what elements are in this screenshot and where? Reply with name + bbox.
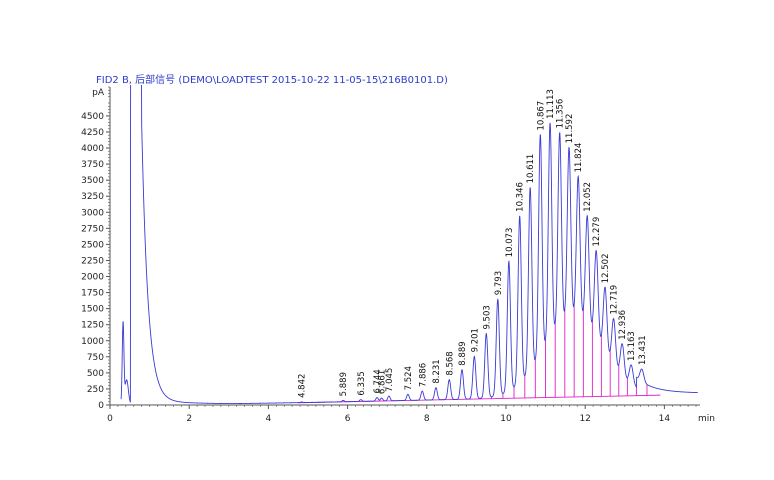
y-tick-label: 250 (87, 385, 104, 395)
peak-label: 9.793 (494, 271, 504, 295)
peak-label: 10.073 (505, 228, 515, 258)
y-tick-label: 0 (98, 401, 104, 411)
peak-label: 11.356 (556, 99, 566, 129)
peak-label: 9.503 (482, 305, 492, 329)
peak-label: 11.113 (546, 89, 556, 119)
x-axis-label: min (698, 414, 715, 424)
peak-label: 6.744 (373, 369, 383, 393)
y-tick-label: 4500 (81, 112, 104, 122)
y-tick-label: 2250 (81, 256, 104, 266)
x-tick-label: 8 (424, 414, 430, 424)
peak-label: 9.201 (470, 328, 480, 352)
x-tick-label: 0 (107, 414, 113, 424)
peak-label: 4.842 (298, 374, 308, 398)
x-tick-label: 6 (345, 414, 351, 424)
peak-label: 13.431 (638, 335, 648, 365)
peak-label: 7.045 (385, 368, 395, 392)
y-tick-label: 2500 (81, 240, 104, 250)
signal-trace (120, 85, 698, 405)
baseline-layer (298, 304, 661, 404)
peak-label: 13.163 (627, 331, 637, 361)
peak-label: 7.524 (404, 366, 414, 390)
y-tick-label: 1750 (81, 289, 104, 299)
y-tick-label: 3250 (81, 192, 104, 202)
peak-label: 8.889 (458, 341, 468, 365)
peak-label: 11.592 (565, 114, 575, 144)
y-tick-label: 3500 (81, 176, 104, 186)
peak-label: 10.346 (516, 182, 526, 212)
y-tick-label: 500 (87, 369, 104, 379)
peak-label: 6.861 (378, 370, 388, 394)
peak-label: 6.335 (357, 371, 367, 395)
peak-label: 12.052 (583, 182, 593, 212)
y-tick-label: 1000 (81, 337, 104, 347)
y-tick-label: 1250 (81, 321, 104, 331)
y-tick-label: 3750 (81, 160, 104, 170)
peak-label: 12.279 (592, 217, 602, 247)
x-tick-label: 14 (659, 414, 671, 424)
peak-label: 12.719 (610, 285, 620, 315)
y-tick-label: 2000 (81, 273, 104, 283)
x-tick-label: 2 (186, 414, 192, 424)
x-tick-label: 10 (500, 414, 512, 424)
peak-label: 8.231 (432, 359, 442, 383)
y-tick-label: 4000 (81, 144, 104, 154)
x-tick-label: 4 (266, 414, 272, 424)
y-tick-label: 2750 (81, 224, 104, 234)
y-tick-label: 4250 (81, 128, 104, 138)
peak-label: 11.824 (574, 143, 584, 173)
peak-label: 12.936 (618, 310, 628, 340)
peak-label: 10.867 (536, 101, 546, 131)
y-axis-label: pA (92, 88, 105, 98)
x-tick-label: 12 (579, 414, 590, 424)
chart-title: FID2 B, 后部信号 (DEMO\LOADTEST 2015-10-22 1… (96, 75, 448, 86)
y-tick-label: 1500 (81, 305, 104, 315)
peak-label: 7.886 (418, 363, 428, 387)
peak-label: 12.502 (601, 253, 611, 283)
axes-layer: 0250500750100012501500175020002250250027… (81, 86, 715, 424)
trace-layer (120, 85, 698, 405)
peak-label: 8.568 (445, 351, 455, 375)
y-tick-label: 3000 (81, 208, 104, 218)
peak-label: 10.611 (526, 154, 536, 184)
peak-label: 5.889 (339, 372, 349, 396)
y-tick-label: 750 (87, 353, 104, 363)
